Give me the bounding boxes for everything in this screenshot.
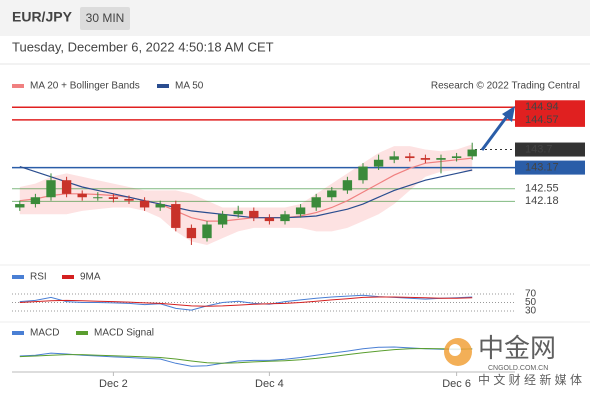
timeframe[interactable]: 30 MIN xyxy=(86,11,125,25)
candle-body xyxy=(451,156,462,159)
watermark-logo xyxy=(449,344,461,356)
ma-line xyxy=(19,166,473,219)
candle-body xyxy=(373,159,384,167)
candle-body xyxy=(264,217,275,222)
candle-body xyxy=(389,156,399,160)
watermark-slogan: 中 文 财 经 新 媒 体 xyxy=(478,372,582,387)
forecast-arrow-head xyxy=(502,106,515,122)
level-label: 143.7 xyxy=(525,143,553,155)
candle-body xyxy=(342,180,353,191)
candle-body xyxy=(358,166,368,181)
watermark: 中金网 CNGOLD.COM.CN 中 文 财 经 新 媒 体 xyxy=(444,333,582,387)
datetime: Tuesday, December 6, 2022 4:50:18 AM CET xyxy=(12,39,274,54)
candle-body xyxy=(93,197,103,199)
candle-body xyxy=(124,198,134,201)
candle-body xyxy=(61,180,72,194)
candle-body xyxy=(139,200,150,208)
candle-body xyxy=(171,204,181,228)
candle-body xyxy=(30,197,41,205)
candle-body xyxy=(327,190,337,198)
level-label: 144.94 xyxy=(525,101,559,113)
legend-swatch xyxy=(12,331,24,335)
x-tick-label: Dec 6 xyxy=(442,378,471,390)
legend-label: 9MA xyxy=(80,272,101,283)
indicator-line xyxy=(19,346,473,367)
indicator-line xyxy=(19,296,473,307)
y-tick-label: 70 xyxy=(525,289,537,300)
candle-body xyxy=(420,158,431,160)
legend-label: MA 50 xyxy=(175,81,204,92)
watermark-brand: 中金网 xyxy=(478,333,556,363)
ma-line xyxy=(19,157,473,222)
candle-body xyxy=(295,207,306,215)
candle-body xyxy=(217,214,228,225)
legend-label: MACD xyxy=(30,328,59,339)
candle-body xyxy=(46,180,56,198)
level-label: 142.55 xyxy=(525,183,559,195)
forecast-arrow xyxy=(480,114,510,151)
legend-swatch xyxy=(12,84,24,88)
level-box xyxy=(515,160,585,175)
legend-swatch xyxy=(157,84,169,88)
legend-label: MA 20 + Bollinger Bands xyxy=(30,81,140,92)
bollinger-band xyxy=(19,144,473,245)
candle-body xyxy=(233,210,243,215)
level-box xyxy=(515,100,585,115)
candle-body xyxy=(280,214,290,222)
timeframe-button[interactable] xyxy=(80,7,130,30)
symbol: EUR/JPY xyxy=(12,9,73,25)
legend-swatch xyxy=(12,275,24,279)
level-label: 142.18 xyxy=(525,195,559,207)
source: Research © 2022 Trading Central xyxy=(431,81,580,92)
level-label: 144.57 xyxy=(525,114,559,126)
candle-body xyxy=(186,227,197,239)
level-box xyxy=(515,112,585,127)
candle-body xyxy=(311,197,321,208)
candle-body xyxy=(15,204,25,208)
candle-body xyxy=(155,204,165,208)
candle-body xyxy=(249,210,259,218)
candle-body xyxy=(467,149,477,157)
indicator-line xyxy=(19,347,473,364)
legend-label: RSI xyxy=(30,272,47,283)
candle-body xyxy=(405,156,415,159)
candle-body xyxy=(436,158,446,160)
level-box xyxy=(515,142,585,157)
x-tick-label: Dec 2 xyxy=(99,378,128,390)
y-tick-label: 50 xyxy=(525,297,537,308)
candle-body xyxy=(108,197,119,199)
candle-body xyxy=(77,193,87,198)
level-label: 143.17 xyxy=(525,162,559,174)
x-tick-label: Dec 4 xyxy=(255,378,284,390)
candle-body xyxy=(202,224,212,239)
legend-label: MACD Signal xyxy=(94,328,154,339)
watermark-site: CNGOLD.COM.CN xyxy=(488,365,548,372)
legend-swatch xyxy=(62,275,74,279)
legend-swatch xyxy=(76,331,88,335)
y-tick-label: 30 xyxy=(525,306,537,317)
